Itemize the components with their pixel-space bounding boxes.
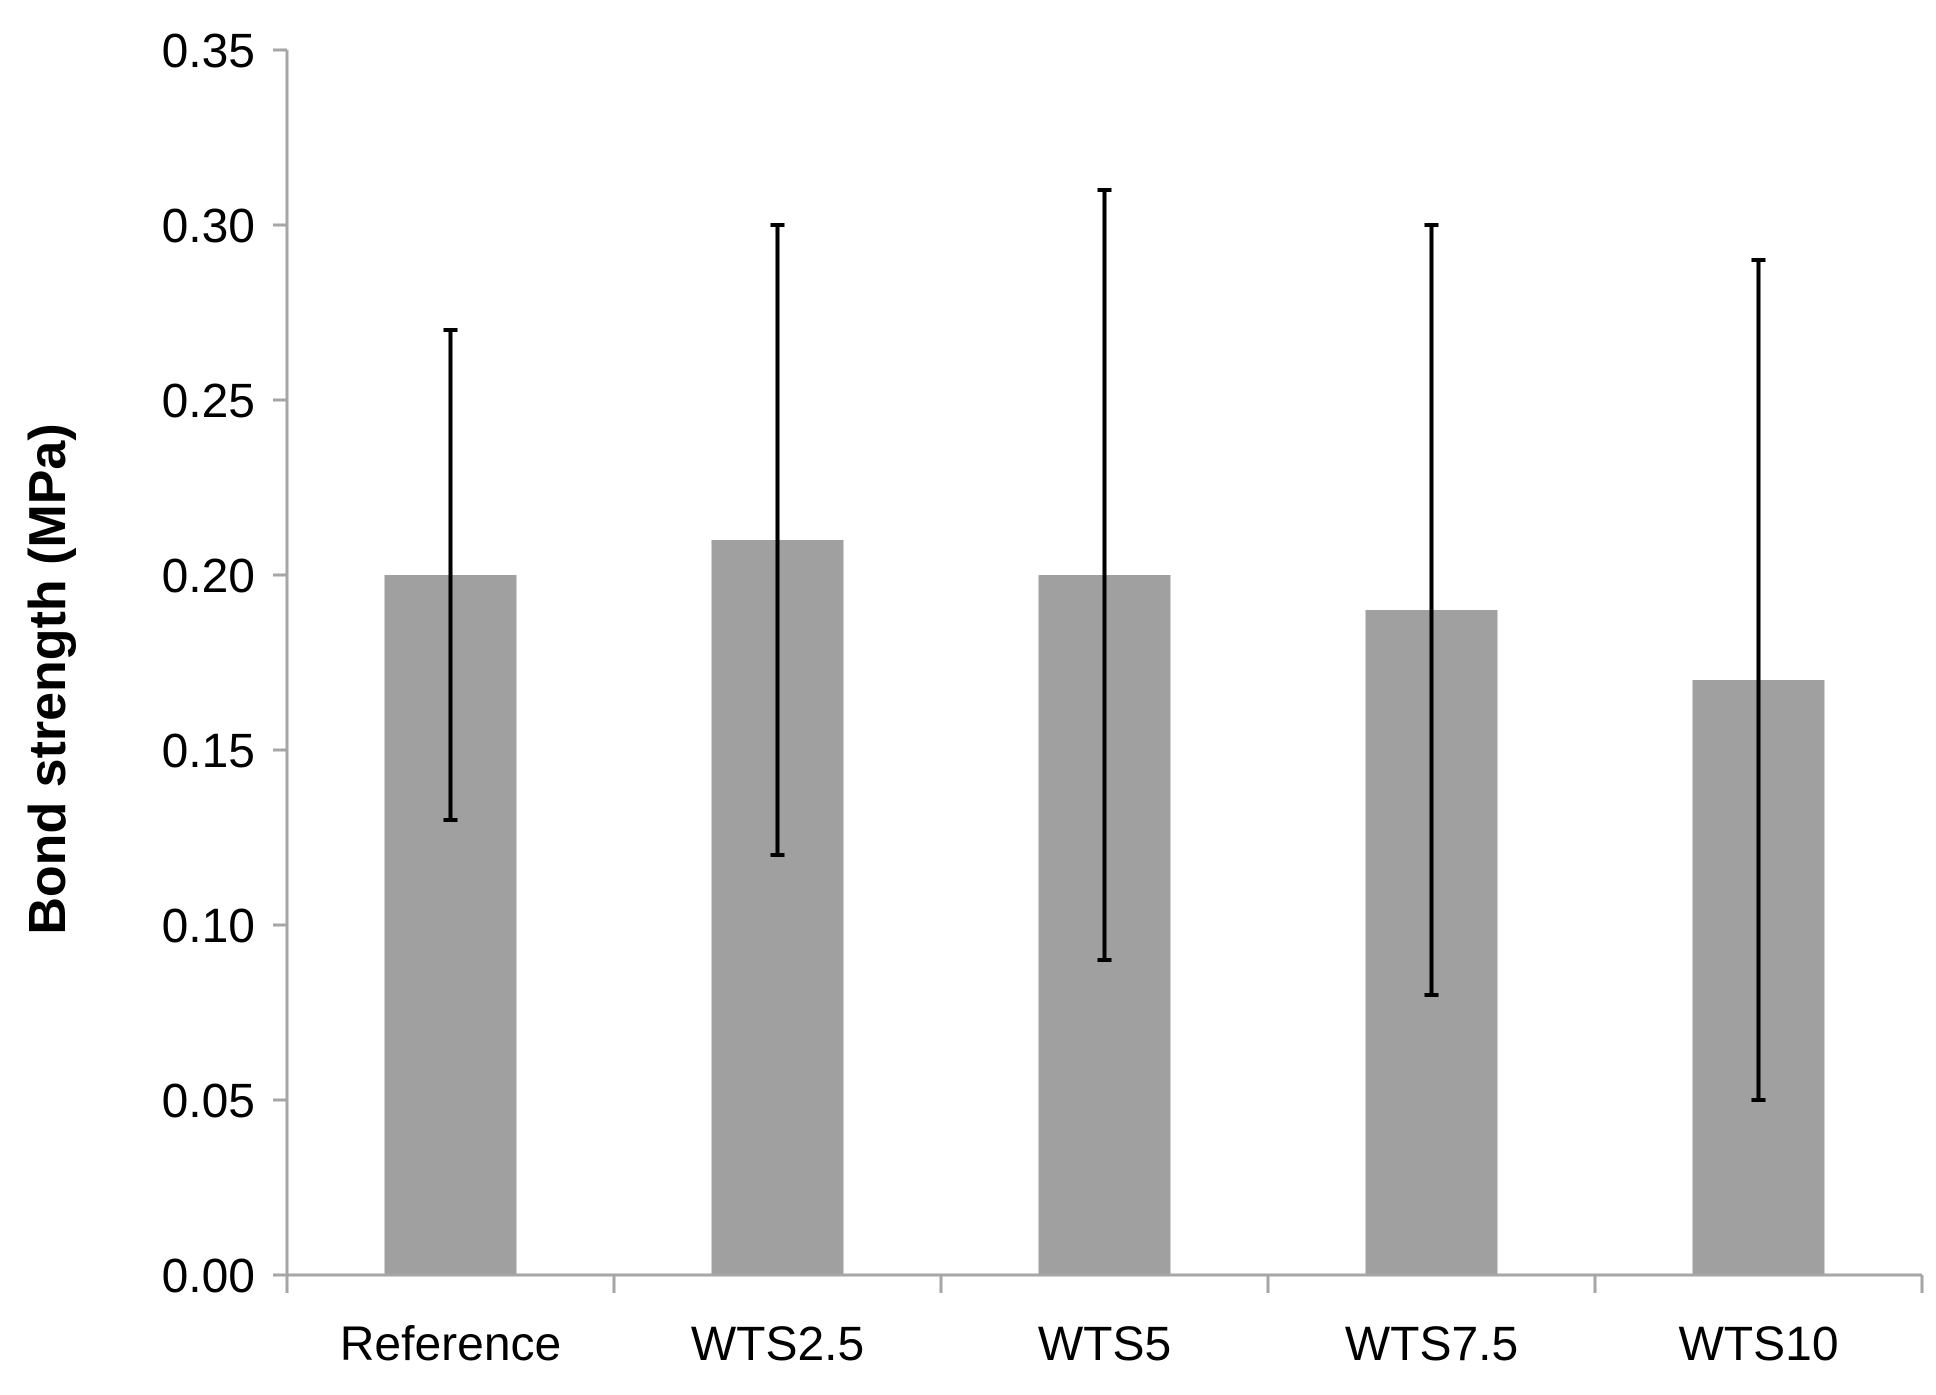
x-tick-label: WTS2.5	[691, 1318, 864, 1371]
error-bar-wts2-5	[770, 223, 785, 857]
y-tick-label: 0.35	[162, 25, 255, 78]
y-tick-label: 0.15	[162, 725, 255, 778]
y-tick-label: 0.00	[162, 1250, 255, 1303]
axes-group	[285, 50, 1922, 1277]
y-tick-label: 0.30	[162, 200, 255, 253]
x-tick-label: WTS10	[1678, 1318, 1838, 1371]
error-bar-wts10	[1751, 258, 1766, 1102]
x-ticks-group: Reference WTS2.5 WTS5 WTS7.5 WTS10	[285, 1275, 1924, 1371]
x-tick-label: Reference	[340, 1318, 561, 1371]
error-bars-group	[443, 188, 1766, 1102]
y-ticks-group: 0.00 0.05 0.10 0.15 0.20 0.25 0.30 0.35	[162, 25, 287, 1303]
y-tick-label: 0.20	[162, 550, 255, 603]
y-tick-label: 0.25	[162, 375, 255, 428]
error-bar-wts7-5	[1424, 223, 1439, 997]
x-tick-label: WTS7.5	[1345, 1318, 1518, 1371]
y-tick-label: 0.05	[162, 1075, 255, 1128]
error-bar-wts5	[1097, 188, 1112, 962]
y-axis-title: Bond strength (MPa)	[19, 423, 77, 934]
x-tick-label: WTS5	[1038, 1318, 1171, 1371]
y-tick-label: 0.10	[162, 900, 255, 953]
error-bar-reference	[443, 328, 458, 822]
